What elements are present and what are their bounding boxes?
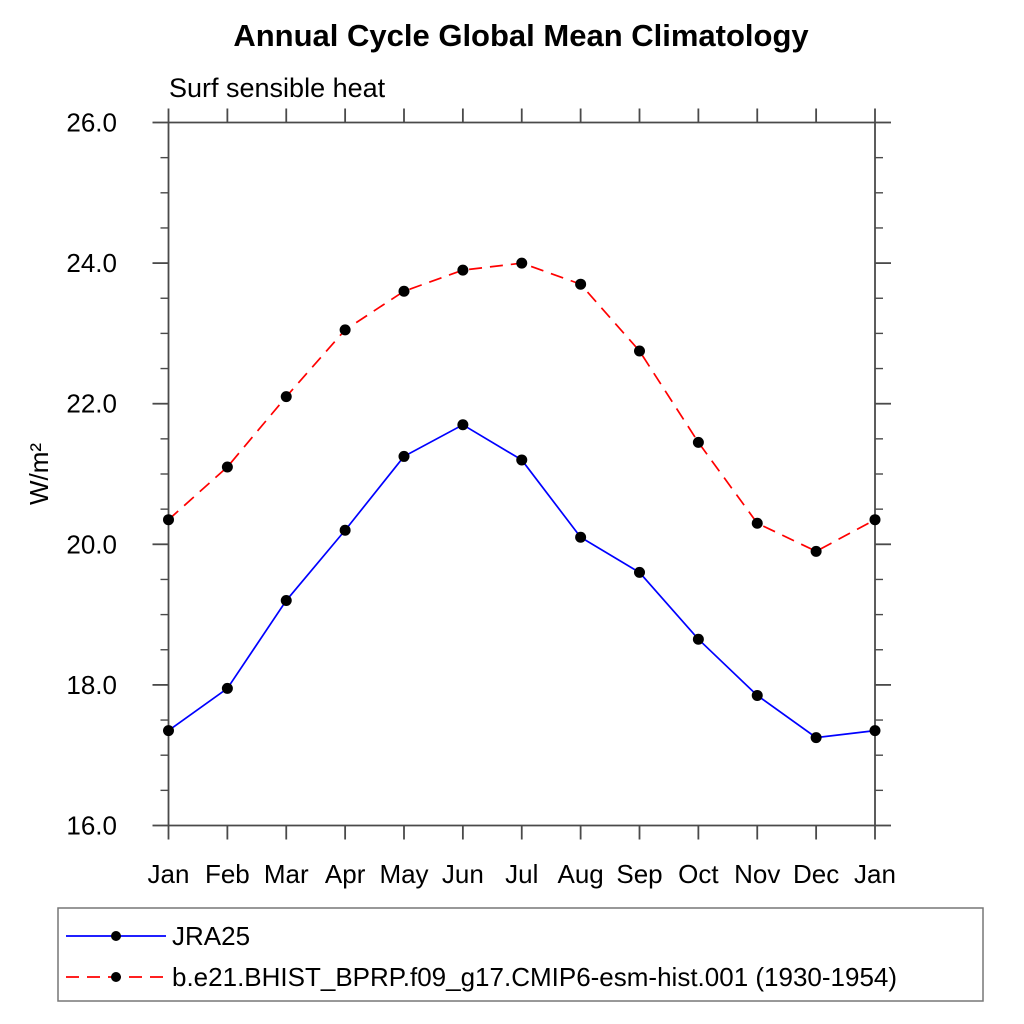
y-tick-label: 24.0: [66, 248, 117, 278]
data-point-marker: [692, 436, 704, 448]
axes: Jan Feb Mar Apr May Jun Jul Aug Sep Oct Nov Dec Jan 1…: [66, 108, 896, 890]
chart-subtitle: Surf sensible heat: [169, 73, 386, 103]
data-point-marker: [280, 391, 292, 403]
series-line: [167, 262, 876, 553]
data-point-marker: [575, 531, 587, 543]
x-tick-label: Apr: [325, 859, 366, 889]
x-tick-label: Sep: [616, 859, 662, 889]
legend: JRA25 b.e21.BHIST_BPRP.f09_g17.CMIP6-esm-…: [57, 907, 984, 1002]
x-tick-label: Jun: [442, 859, 484, 889]
x-tick-label: Dec: [793, 859, 839, 889]
y-tick-label: 16.0: [66, 811, 117, 841]
x-tick-label: Jan: [148, 859, 190, 889]
y-tick-label: 18.0: [66, 670, 117, 700]
x-tick-label: Mar: [264, 859, 309, 889]
x-tick-label: Aug: [557, 859, 603, 889]
data-point-marker: [398, 285, 410, 297]
data-point-marker: [339, 524, 351, 536]
data-point-marker: [810, 732, 822, 744]
x-tick-label: Jan: [854, 859, 896, 889]
x-tick-label: Jul: [505, 859, 538, 889]
data-point-marker: [457, 264, 469, 276]
data-point-marker: [516, 257, 528, 269]
data-point-marker: [398, 450, 410, 462]
x-tick-label: Feb: [205, 859, 250, 889]
data-point-marker: [634, 566, 645, 578]
series-group: [163, 257, 881, 744]
legend-box: [57, 907, 984, 1002]
data-point-marker: [280, 595, 292, 607]
data-point-marker: [751, 689, 763, 701]
data-point-marker: [869, 725, 881, 737]
chart-title: Annual Cycle Global Mean Climatology: [233, 18, 809, 53]
y-axis-label: W/m²: [24, 443, 54, 505]
data-point-marker: [810, 545, 822, 557]
y-tick-label: 20.0: [66, 529, 117, 559]
legend-swatch-marker: [111, 972, 121, 982]
data-point-marker: [339, 324, 351, 336]
data-point-marker: [751, 517, 763, 529]
data-point-marker: [869, 514, 881, 526]
data-point-marker: [221, 682, 233, 694]
x-tick-label: May: [379, 859, 428, 889]
data-point-marker: [163, 725, 174, 737]
x-tick-label: Oct: [678, 859, 719, 889]
y-tick-label: 22.0: [66, 389, 117, 419]
data-point-marker: [221, 461, 233, 473]
y-tick-label: 26.0: [66, 108, 117, 138]
legend-label: b.e21.BHIST_BPRP.f09_g17.CMIP6-esm-hist.…: [172, 962, 897, 992]
x-tick-label: Nov: [734, 859, 780, 889]
legend-swatch-marker: [111, 931, 121, 941]
data-point-marker: [457, 419, 469, 431]
data-point-marker: [634, 345, 645, 357]
series-line: [168, 423, 876, 739]
legend-label: JRA25: [172, 921, 250, 951]
data-point-marker: [692, 633, 704, 645]
data-point-marker: [516, 454, 528, 466]
data-point-marker: [575, 278, 587, 290]
data-point-marker: [163, 514, 174, 526]
